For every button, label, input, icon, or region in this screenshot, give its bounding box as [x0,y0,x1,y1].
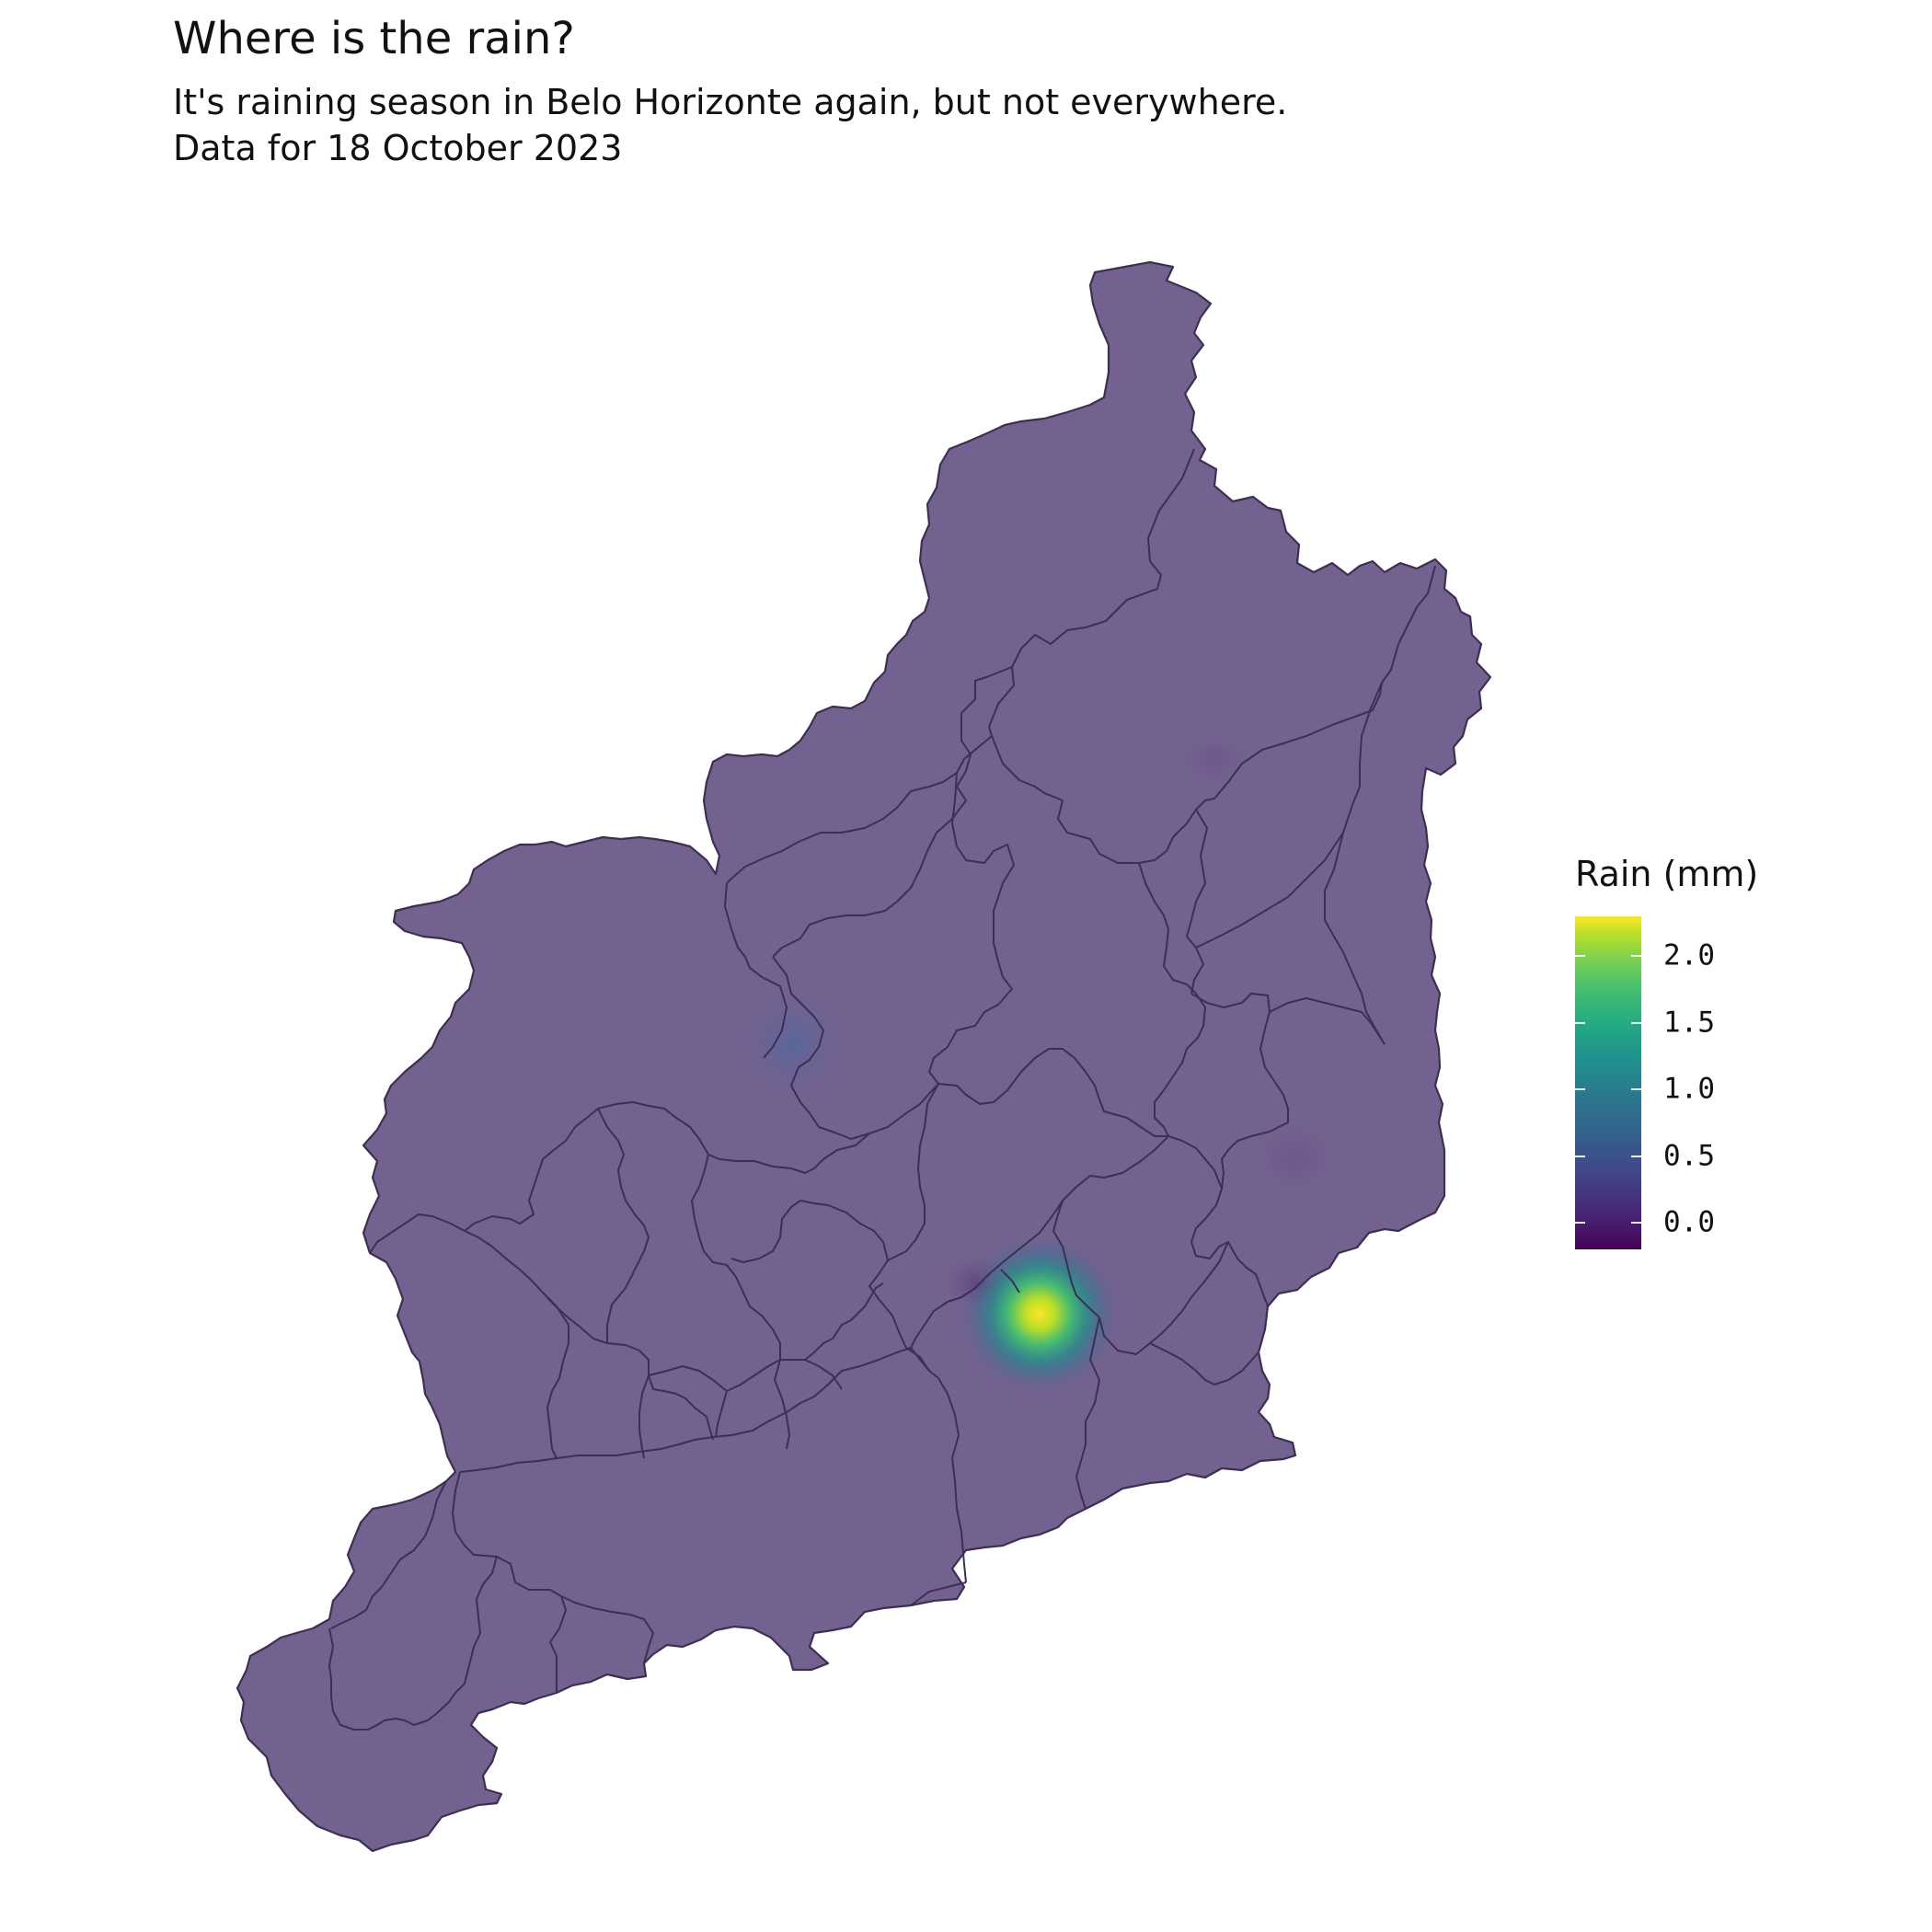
municipality-borders [236,260,1492,1853]
region-fill [237,262,1490,1851]
legend-tick-label: 0.5 [1663,1139,1715,1173]
legend-tick-label: 0.0 [1663,1205,1715,1239]
subtitle-line-1: It's raining season in Belo Horizonte ag… [173,82,1288,122]
color-legend: Rain (mm) 2.0 1.5 1.0 0.5 0.0 [1575,854,1851,1259]
chart-title: Where is the rain? [173,13,575,64]
legend-colorbar [1575,916,1641,1249]
rain-anomaly-west [729,980,857,1109]
rain-low-north [1170,730,1259,788]
rain-low-east [1245,1111,1346,1203]
legend-tick-label: 1.0 [1663,1072,1715,1106]
legend-title: Rain (mm) [1575,854,1759,894]
subtitle-line-2: Data for 18 October 2023 [173,128,623,168]
rain-hotspot [957,1231,1122,1397]
chart-subtitle: It's raining season in Belo Horizonte ag… [173,79,1287,171]
legend-tick-label: 1.5 [1663,1006,1715,1040]
legend-tick-label: 2.0 [1663,938,1715,972]
